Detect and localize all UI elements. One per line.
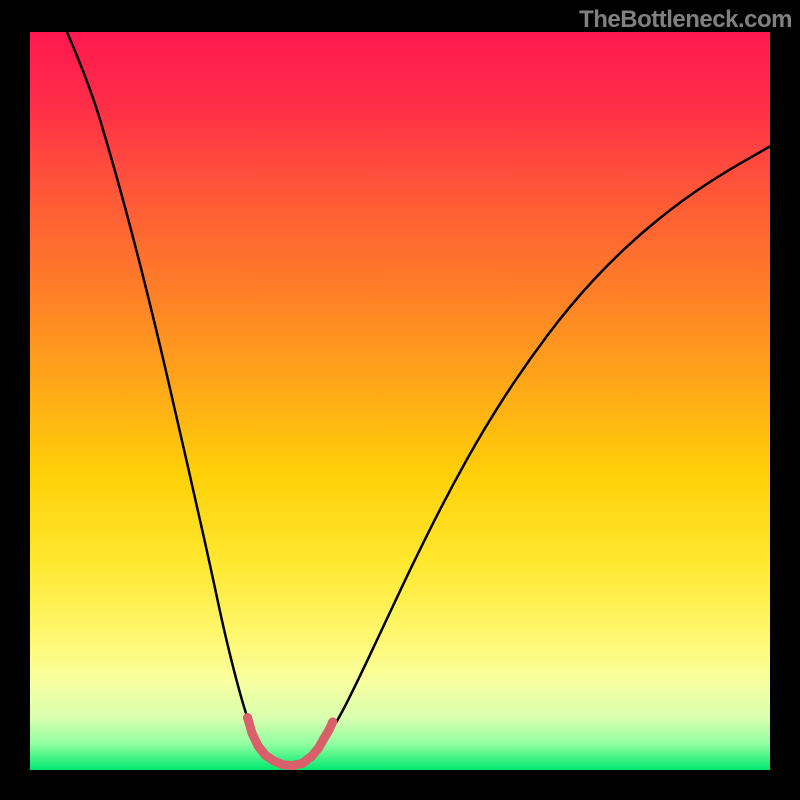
watermark-text: TheBottleneck.com [579, 6, 792, 34]
bottleneck-curve [67, 32, 770, 766]
chart-svg [30, 32, 770, 770]
plot-area [30, 32, 770, 770]
marker-endpoint [328, 718, 337, 727]
marker-group [243, 713, 337, 765]
marker-endpoint [243, 713, 252, 722]
